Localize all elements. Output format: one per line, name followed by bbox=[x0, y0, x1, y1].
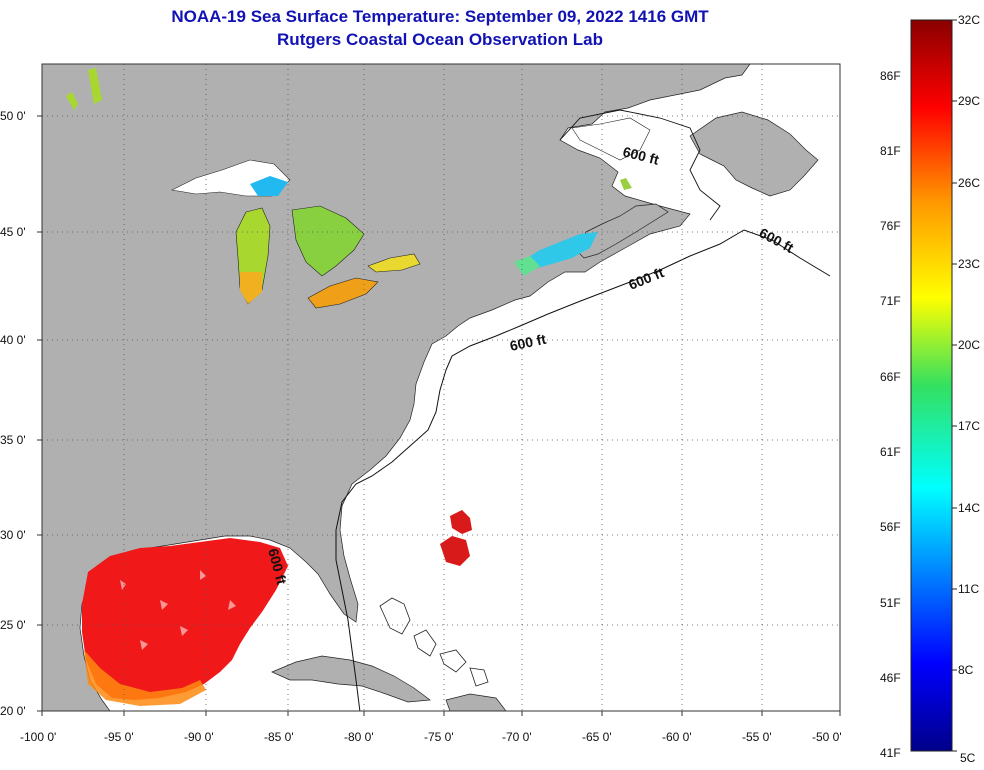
lat-tick-label: 20 0' bbox=[0, 704, 26, 718]
fundy-cool-sst bbox=[518, 232, 598, 270]
bahamas-outline bbox=[379, 597, 489, 687]
atlantic-sst-patch-north bbox=[450, 510, 472, 534]
colorbar-celsius-label: 11C bbox=[958, 582, 979, 596]
colorbar-celsius-label: 8C bbox=[958, 663, 974, 677]
gulf-maine-green bbox=[514, 256, 540, 276]
colorbar-fahrenheit-label: 51F bbox=[880, 596, 901, 610]
lon-tick-label: -100 0' bbox=[20, 730, 56, 744]
lat-tick-label: 35 0' bbox=[0, 433, 26, 447]
colorbar-celsius-label: 17C bbox=[958, 419, 980, 433]
manitoba-green-lakes bbox=[66, 68, 102, 110]
hispaniola-land bbox=[445, 693, 507, 711]
colorbar-celsius-label: 5C bbox=[960, 751, 976, 765]
lon-tick-label: -75 0' bbox=[424, 730, 454, 744]
atlantic-sst-patch-south bbox=[440, 536, 470, 566]
lat-tick-label: 40 0' bbox=[0, 333, 26, 347]
cuba-land bbox=[271, 655, 431, 703]
lon-tick-label: -80 0' bbox=[344, 730, 374, 744]
colorbar-fahrenheit-label: 66F bbox=[880, 370, 901, 384]
colorbar-celsius-label: 20C bbox=[958, 338, 980, 352]
lake-ontario-sst bbox=[367, 253, 421, 273]
lon-tick-label: -85 0' bbox=[264, 730, 294, 744]
lon-tick-label: -70 0' bbox=[502, 730, 532, 744]
lake-michigan-warm bbox=[240, 272, 262, 304]
gulf-sst-field bbox=[82, 538, 288, 700]
lat-tick-label: 30 0' bbox=[0, 528, 26, 542]
colorbar-fahrenheit-label: 81F bbox=[880, 144, 901, 158]
lon-tick-label: -95 0' bbox=[104, 730, 134, 744]
colorbar-fahrenheit-label: 41F bbox=[880, 746, 901, 760]
map-panel bbox=[42, 64, 840, 711]
lat-tick-label: 25 0' bbox=[0, 618, 26, 632]
lon-tick-label: -55 0' bbox=[742, 730, 772, 744]
gulf-sst-warm-edge bbox=[84, 650, 206, 706]
lon-tick-label: -90 0' bbox=[184, 730, 214, 744]
colorbar-celsius-label: 32C bbox=[958, 13, 980, 27]
lon-tick-label: -50 0' bbox=[812, 730, 842, 744]
colorbar-fahrenheit-label: 86F bbox=[880, 69, 901, 83]
colorbar-fahrenheit-label: 76F bbox=[880, 219, 901, 233]
colorbar-celsius-label: 26C bbox=[958, 176, 980, 190]
map-border bbox=[41, 63, 841, 712]
map-gridlines bbox=[42, 64, 840, 711]
lake-huron-sst bbox=[291, 205, 365, 277]
shelf-outline bbox=[559, 109, 721, 221]
longitude-labels: -100 0' -95 0' -90 0' -85 0' -80 0' -75 … bbox=[20, 730, 842, 744]
map-subtitle: Rutgers Coastal Ocean Observation Lab bbox=[277, 30, 603, 49]
colorbar-fahrenheit-label: 46F bbox=[880, 671, 901, 685]
colorbar-fahrenheit-label: 61F bbox=[880, 445, 901, 459]
colorbar-celsius-label: 29C bbox=[958, 94, 980, 108]
latitude-labels: 50 0' 45 0' 40 0' 35 0' 30 0' 25 0' 20 0… bbox=[0, 109, 26, 718]
north-america-land bbox=[42, 64, 751, 711]
newfoundland-land bbox=[689, 111, 819, 197]
lat-tick-label: 45 0' bbox=[0, 225, 26, 239]
map-axis-ticks bbox=[37, 115, 841, 716]
isobath-label-carolina: 600 ft bbox=[508, 331, 547, 354]
colorbar: 32C 29C 26C 23C 20C 17C 14C 11C 8C 5C 86… bbox=[880, 13, 980, 765]
colorbar-celsius-label: 23C bbox=[958, 257, 980, 271]
nova-scotia-land bbox=[575, 203, 669, 259]
colorbar-fahrenheit-label: 71F bbox=[880, 294, 901, 308]
lon-tick-label: -65 0' bbox=[582, 730, 612, 744]
lat-tick-label: 50 0' bbox=[0, 109, 26, 123]
isobath-600ft-line bbox=[335, 229, 831, 711]
map-title: NOAA-19 Sea Surface Temperature: Septemb… bbox=[171, 7, 709, 26]
lake-superior-cool bbox=[250, 176, 288, 196]
st-lawrence-green-streak bbox=[620, 178, 632, 190]
colorbar-fahrenheit-label: 56F bbox=[880, 520, 901, 534]
lake-erie-sst bbox=[307, 277, 379, 309]
lon-tick-label: -60 0' bbox=[662, 730, 692, 744]
colorbar-celsius-label: 14C bbox=[958, 501, 980, 515]
colorbar-gradient bbox=[910, 19, 953, 752]
gulf-st-lawrence-water bbox=[571, 117, 651, 161]
